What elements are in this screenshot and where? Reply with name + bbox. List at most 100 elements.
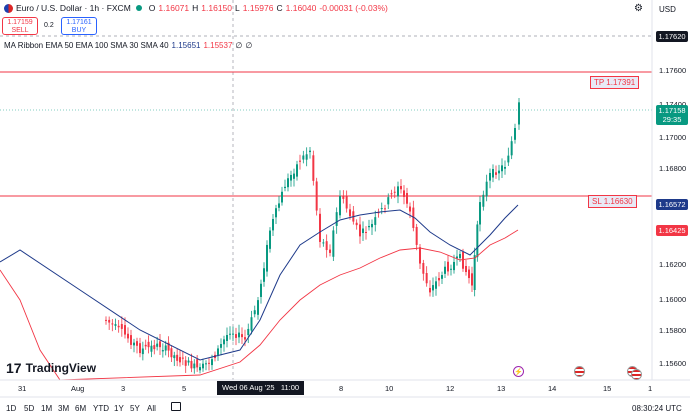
settings-gear-icon[interactable]: ⚙ xyxy=(634,3,643,14)
range-all[interactable]: All xyxy=(147,404,156,413)
candle-body xyxy=(220,344,222,348)
range-1y[interactable]: 1Y xyxy=(114,404,124,413)
candle-body xyxy=(272,219,274,231)
symbol-legend[interactable]: Euro / U.S. Dollar · 1h · FXCM O 1.16071… xyxy=(4,3,388,13)
candle-body xyxy=(465,266,467,273)
ohlc-l-label: L xyxy=(235,3,240,13)
us-flag-event-icon[interactable] xyxy=(574,366,585,377)
indicator-legend[interactable]: MA Ribbon EMA 50 EMA 100 SMA 30 SMA 40 1… xyxy=(4,41,252,50)
candle-body xyxy=(217,348,219,355)
range-5y[interactable]: 5Y xyxy=(130,404,140,413)
candle-body xyxy=(387,197,390,205)
ohlc-o-label: O xyxy=(148,3,156,13)
candle-body xyxy=(368,225,370,228)
candle-body xyxy=(260,283,262,297)
event-icon[interactable]: ⚡ xyxy=(513,366,524,377)
symbol-title[interactable]: Euro / U.S. Dollar · 1h · FXCM xyxy=(16,3,131,13)
candle-body xyxy=(429,287,431,293)
candle-body xyxy=(167,342,170,351)
candle-body xyxy=(153,345,156,350)
candle-body xyxy=(127,333,129,339)
candle-body xyxy=(229,333,231,335)
ema-price-tag: 1.16572 xyxy=(656,199,688,210)
candle-body xyxy=(147,341,150,348)
candle-body xyxy=(355,222,358,226)
range-1m[interactable]: 1M xyxy=(41,404,53,413)
candle-body xyxy=(492,169,494,178)
time-tick: 12 xyxy=(446,384,455,393)
indicator-name[interactable]: MA Ribbon EMA 50 EMA 100 SMA 30 SMA 40 xyxy=(4,41,169,50)
candle-body xyxy=(345,196,348,209)
time-tick: 14 xyxy=(548,384,557,393)
candle-body xyxy=(510,141,513,156)
candle-body xyxy=(108,319,111,323)
buy-button[interactable]: 1.17161 BUY xyxy=(61,17,97,35)
sma-ribbon-line xyxy=(0,229,519,381)
candle-body xyxy=(105,319,107,321)
candle-body xyxy=(501,165,503,172)
indicator-value-1: 1.15651 xyxy=(171,41,201,50)
candle-body xyxy=(257,300,259,315)
candle-body xyxy=(482,194,485,207)
candle-body xyxy=(384,208,386,210)
range-6m[interactable]: 6M xyxy=(75,404,87,413)
candle-body xyxy=(299,160,301,162)
candle-body xyxy=(193,363,196,369)
sell-price: 1.17159 xyxy=(7,19,33,26)
candle-body xyxy=(293,173,295,179)
candle-body xyxy=(120,324,123,329)
candle-body xyxy=(397,186,399,197)
time-tick: Aug xyxy=(71,384,85,393)
candle-body xyxy=(309,150,311,153)
candle-body xyxy=(139,343,141,354)
candle-body xyxy=(238,332,240,338)
candle-body xyxy=(432,285,434,291)
candle-body xyxy=(241,334,243,338)
ohlc-h-label: H xyxy=(192,3,199,13)
candle-body xyxy=(406,193,408,204)
tradingview-logo[interactable]: 17 TradingView xyxy=(6,360,96,376)
candle-body xyxy=(235,334,237,338)
candle-body xyxy=(380,208,383,210)
candle-body xyxy=(173,355,176,359)
candle-body xyxy=(184,360,187,366)
tp-label[interactable]: TP 1.17391 xyxy=(590,76,640,89)
currency-selector[interactable]: USD xyxy=(659,5,676,14)
date-range-calendar-icon[interactable] xyxy=(171,402,181,411)
price-tick: 1.17000 xyxy=(659,133,687,142)
candle-body xyxy=(332,230,335,257)
indicator-value-4: ∅ xyxy=(245,41,253,50)
candle-body xyxy=(196,359,199,368)
range-1d[interactable]: 1D xyxy=(6,404,17,413)
range-5d[interactable]: 5D xyxy=(24,404,35,413)
candle-body xyxy=(453,261,455,271)
candle-body xyxy=(447,261,449,272)
candle-body xyxy=(269,230,271,249)
candle-body xyxy=(335,212,338,226)
live-dot-icon xyxy=(135,5,142,11)
candle-body xyxy=(130,335,132,345)
candle-body xyxy=(161,350,164,352)
symbol-icon xyxy=(4,3,13,13)
candle-body xyxy=(471,273,473,286)
candle-body xyxy=(164,345,167,351)
candle-body xyxy=(489,172,491,181)
candle-body xyxy=(359,224,361,237)
range-ytd[interactable]: YTD xyxy=(93,404,109,413)
tradingview-logo-icon: 17 xyxy=(6,360,22,376)
candle-body xyxy=(444,266,446,274)
candle-body xyxy=(190,360,193,369)
sell-button[interactable]: 1.17159 SELL xyxy=(2,17,38,35)
candle-body xyxy=(400,186,402,190)
sl-label[interactable]: SL 1.16630 xyxy=(588,195,637,208)
candle-body xyxy=(247,328,250,336)
candle-body xyxy=(296,164,298,177)
candle-body xyxy=(374,217,377,225)
clock-utc[interactable]: 08:30:24 UTC xyxy=(632,404,682,413)
candle-body xyxy=(435,281,437,289)
range-3m[interactable]: 3M xyxy=(58,404,70,413)
indicator-value-3: ∅ xyxy=(235,41,243,50)
candle-body xyxy=(287,178,289,188)
us-flag-event-icon[interactable] xyxy=(631,369,642,380)
